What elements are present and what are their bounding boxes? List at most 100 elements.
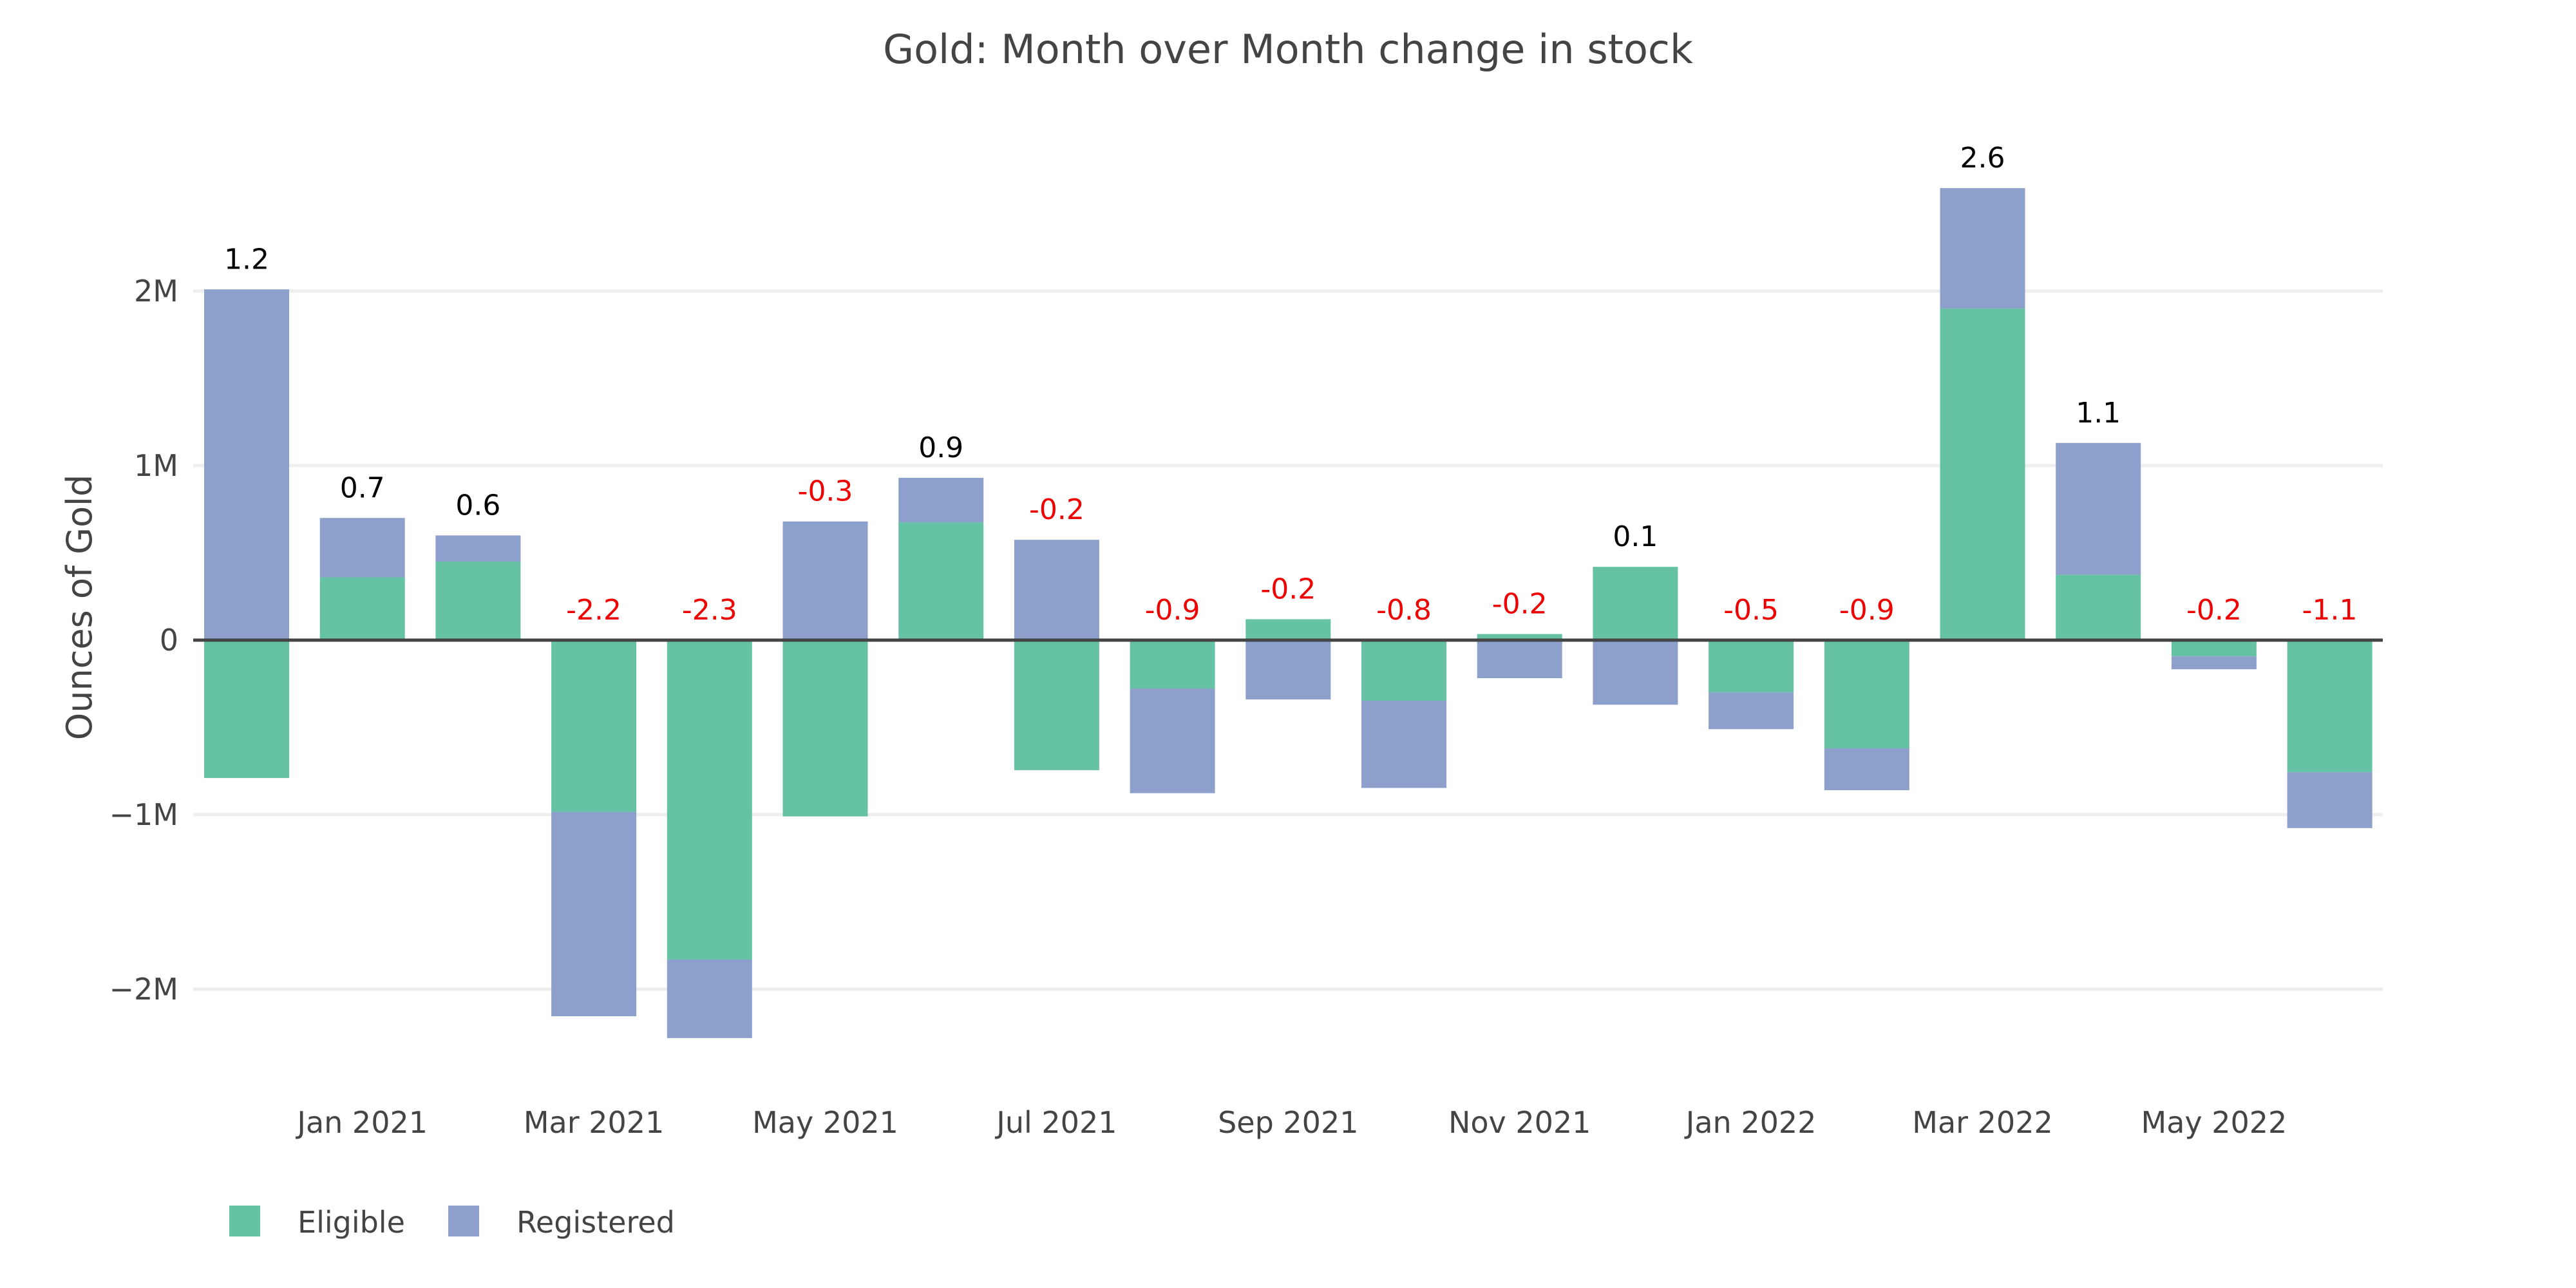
bar-group [1245, 619, 1331, 700]
bar-net-label: 0.1 [1613, 520, 1658, 553]
bar-segment-eligible [2056, 574, 2141, 640]
bar-net-label: -0.2 [1260, 573, 1316, 605]
legend-item-eligible[interactable]: Eligible [229, 1205, 405, 1240]
y-axis-title: Ounces of Gold [59, 475, 100, 741]
bar-segment-eligible [551, 640, 637, 812]
y-tick-label: 0 [160, 623, 178, 658]
bar-segment-eligible [1477, 634, 1562, 640]
bar-segment-eligible [2171, 640, 2257, 657]
bar-net-label: -0.3 [798, 475, 853, 508]
bar-group [1477, 634, 1562, 679]
bar-segment-registered [319, 518, 405, 578]
bar-segment-eligible [1824, 640, 1909, 749]
bar-segment-registered [1709, 692, 1794, 730]
x-tick-label: Mar 2021 [524, 1105, 664, 1140]
bar-group [1709, 640, 1794, 730]
bar-group [2056, 442, 2141, 640]
y-tick-label: −2M [109, 972, 179, 1007]
bar-segment-registered [1940, 188, 2025, 309]
bar-segment-eligible [2287, 640, 2372, 773]
bar-segment-registered [667, 959, 752, 1038]
bar-net-label: 1.2 [224, 243, 269, 276]
bar-segment-eligible [435, 562, 521, 640]
bar-segment-eligible [1940, 308, 2025, 641]
bar-group [1361, 640, 1446, 788]
bar-segment-registered [2056, 442, 2141, 575]
bar-group [319, 518, 405, 640]
x-tick-label: May 2022 [2141, 1105, 2287, 1140]
bar-group [898, 477, 984, 640]
legend-label-registered: Registered [516, 1205, 675, 1240]
bar-net-label: -0.5 [1723, 594, 1779, 627]
bar-segment-registered [1130, 688, 1215, 793]
bar-net-label: -2.3 [682, 594, 737, 627]
bar-net-label: 2.6 [1960, 142, 2005, 175]
bar-segment-eligible [782, 640, 868, 817]
bar-group [2287, 640, 2372, 828]
bar-segment-eligible [898, 522, 984, 640]
bar-segment-eligible [1593, 567, 1678, 640]
bar-segment-eligible [667, 640, 752, 960]
legend-swatch-eligible [229, 1206, 260, 1236]
bar-segment-registered [1824, 748, 1909, 791]
bar-net-label: 1.1 [2076, 397, 2121, 430]
legend-label-eligible: Eligible [298, 1205, 405, 1240]
bar-net-label: 0.7 [340, 471, 385, 504]
bar-segment-registered [2287, 772, 2372, 828]
bars [204, 188, 2372, 1038]
x-tick-label: Nov 2021 [1448, 1105, 1591, 1140]
bar-segment-registered [551, 811, 637, 1017]
y-tick-label: 2M [134, 274, 178, 308]
bar-net-label: -0.8 [1376, 594, 1432, 627]
bar-segment-registered [2171, 656, 2257, 670]
bar-segment-registered [1014, 540, 1099, 640]
x-tick-label: Sep 2021 [1218, 1105, 1358, 1140]
bar-segment-eligible [1709, 640, 1794, 693]
bar-net-label: -0.2 [1492, 588, 1548, 621]
bar-net-label: -0.2 [2186, 594, 2242, 627]
bar-segment-registered [1245, 640, 1331, 700]
bar-group [1130, 640, 1215, 793]
bar-group [1014, 540, 1099, 770]
y-axis-ticks: 2M 1M 0 −1M −2M [109, 274, 179, 1007]
y-tick-label: −1M [109, 797, 179, 832]
bar-group [782, 521, 868, 817]
y-tick-label: 1M [134, 448, 178, 483]
legend-swatch-registered [448, 1206, 479, 1236]
bar-segment-registered [782, 521, 868, 640]
bar-segment-registered [1477, 640, 1562, 679]
bar-segment-registered [435, 535, 521, 562]
bar-segment-eligible [204, 640, 289, 779]
bar-net-label: -2.2 [566, 594, 621, 627]
bar-net-label: -0.9 [1839, 594, 1895, 627]
bar-net-label: 0.9 [918, 431, 963, 464]
x-tick-label: Jul 2021 [994, 1105, 1117, 1140]
legend: Eligible Registered [229, 1205, 675, 1240]
bar-group [551, 640, 637, 1017]
bar-net-labels: 1.2 0.7 0.6 -2.2 -2.3 -0.3 0.9 -0.2 -0.9 -0.2 -0.8… [224, 142, 2358, 627]
bar-group [204, 289, 289, 779]
legend-item-registered[interactable]: Registered [448, 1205, 675, 1240]
bar-segment-eligible [319, 577, 405, 640]
bar-group [1593, 567, 1678, 705]
bar-segment-eligible [1245, 619, 1331, 640]
x-tick-label: May 2021 [752, 1105, 898, 1140]
bar-segment-registered [204, 289, 289, 640]
bar-net-label: -0.2 [1029, 493, 1084, 526]
bar-segment-registered [1361, 701, 1446, 788]
bar-segment-eligible [1014, 640, 1099, 770]
bar-group [435, 535, 521, 640]
chart-title: Gold: Month over Month change in stock [883, 26, 1693, 73]
bar-segment-registered [1593, 640, 1678, 705]
bar-net-label: -0.9 [1145, 594, 1200, 627]
x-tick-label: Jan 2022 [1684, 1105, 1817, 1140]
bar-net-label: 0.6 [455, 489, 500, 522]
bar-segment-registered [898, 477, 984, 523]
bar-group [1824, 640, 1909, 791]
bar-net-label: -1.1 [2302, 594, 2358, 627]
bar-segment-eligible [1361, 640, 1446, 701]
x-tick-label: Jan 2021 [295, 1105, 428, 1140]
x-axis-ticks: Jan 2021 Mar 2021 May 2021 Jul 2021 Sep 2021… [295, 1105, 2287, 1140]
